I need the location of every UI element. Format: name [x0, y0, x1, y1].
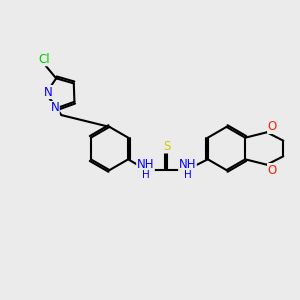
Text: O: O — [268, 120, 277, 134]
Text: H: H — [142, 169, 149, 180]
Text: Cl: Cl — [38, 52, 50, 66]
Text: N: N — [50, 101, 59, 115]
Text: N: N — [44, 85, 53, 98]
Text: H: H — [184, 169, 191, 180]
Text: NH: NH — [179, 158, 196, 171]
Text: O: O — [268, 164, 277, 177]
Text: S: S — [163, 140, 170, 153]
Text: NH: NH — [137, 158, 154, 171]
